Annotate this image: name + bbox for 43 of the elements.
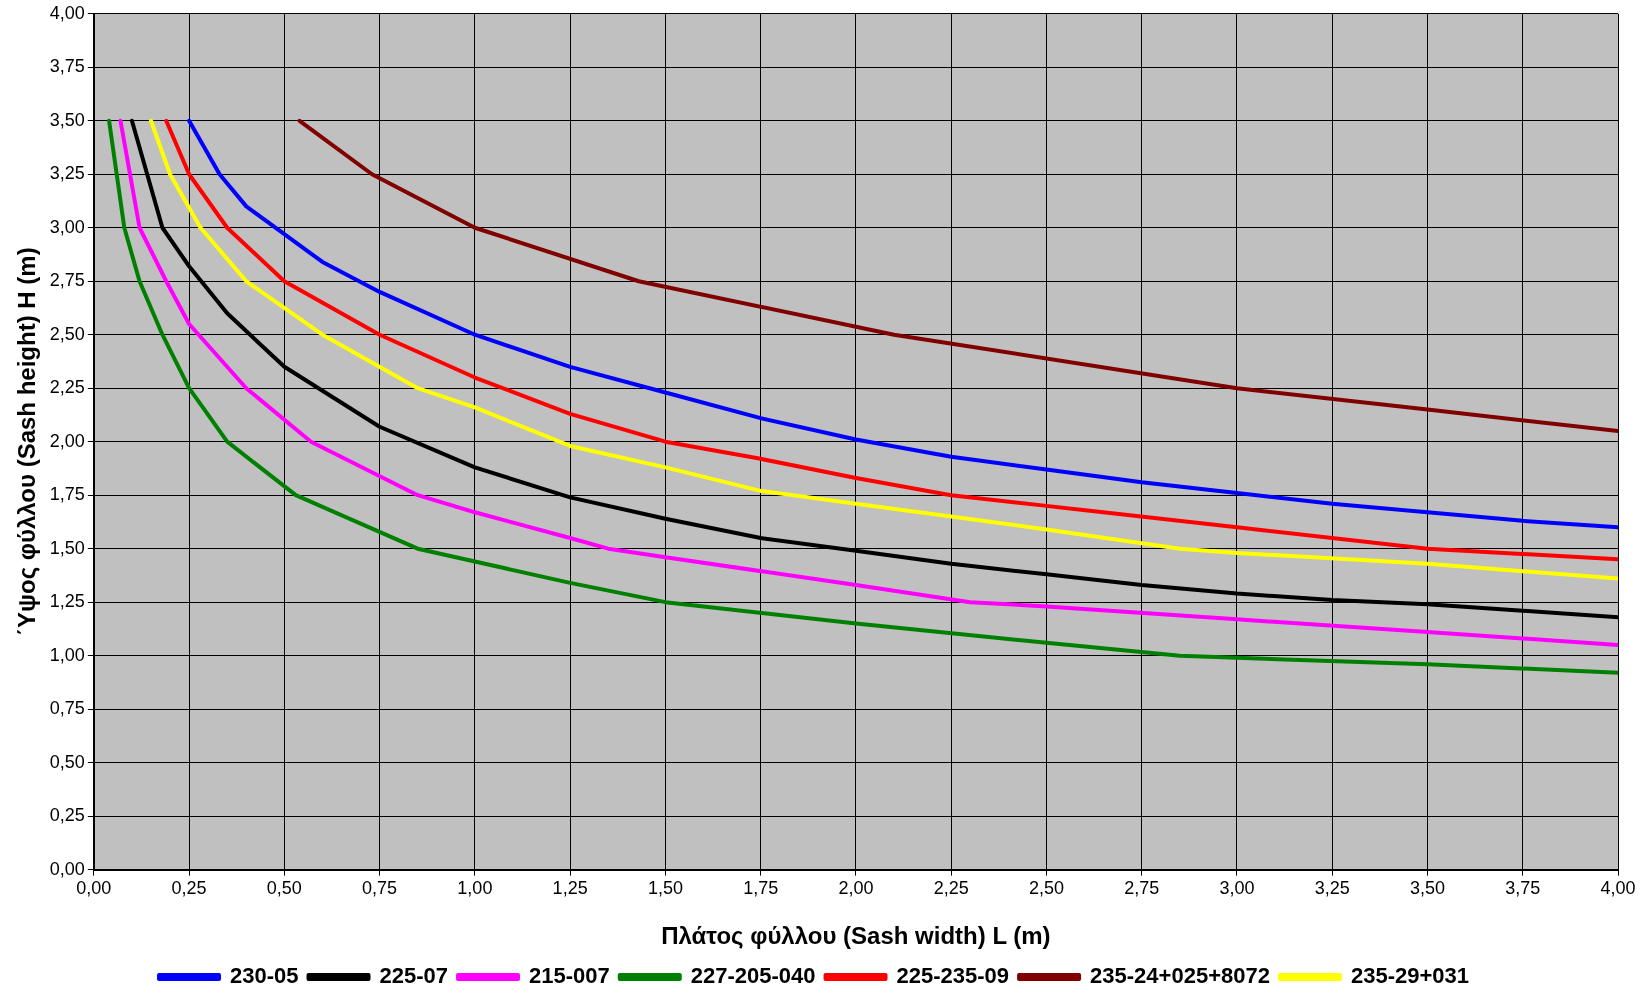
- y-tick-label: 1,25: [49, 591, 85, 612]
- x-tick-label: 3,25: [1314, 878, 1350, 899]
- legend-label: 225-235-09: [896, 963, 1010, 989]
- x-tick-label: 2,00: [838, 878, 874, 899]
- x-tick-label: 2,75: [1124, 878, 1160, 899]
- y-tick-label: 1,75: [49, 484, 85, 505]
- x-tick-label: 3,50: [1409, 878, 1445, 899]
- y-tick-label: 0,00: [49, 858, 85, 879]
- y-tick-label: 0,50: [49, 751, 85, 772]
- y-tick-label: 0,25: [49, 805, 85, 826]
- x-tick-label: 3,00: [1219, 878, 1255, 899]
- legend-label: 225-07: [379, 963, 449, 989]
- x-tick-label: 0,75: [362, 878, 398, 899]
- x-tick-label: 0,25: [171, 878, 207, 899]
- y-tick-label: 2,00: [49, 430, 85, 451]
- legend-label: 235-24+025+8072: [1090, 963, 1270, 989]
- x-tick-label: 1,25: [552, 878, 588, 899]
- x-tick-label: 0,50: [266, 878, 302, 899]
- y-tick-label: 2,25: [49, 377, 85, 398]
- x-tick-label: 4,00: [1600, 878, 1636, 899]
- y-tick-label: 3,75: [49, 56, 85, 77]
- y-tick-label: 1,00: [49, 644, 85, 665]
- y-tick-label: 3,25: [49, 163, 85, 184]
- x-tick-label: 2,50: [1028, 878, 1064, 899]
- y-tick-label: 4,00: [49, 2, 85, 23]
- y-tick-label: 1,50: [49, 537, 85, 558]
- y-tick-label: 2,50: [49, 323, 85, 344]
- y-tick-label: 2,75: [49, 270, 85, 291]
- x-axis-title: Πλάτος φύλλου (Sash width) L (m): [661, 922, 1051, 950]
- x-tick-label: 1,00: [457, 878, 493, 899]
- x-tick-label: 1,75: [743, 878, 779, 899]
- y-axis-title: ΄Υψος φύλλου (Sash height) H (m): [13, 247, 41, 637]
- legend-label: 235-29+031: [1350, 963, 1469, 989]
- x-tick-label: 2,25: [933, 878, 969, 899]
- x-tick-label: 3,75: [1505, 878, 1541, 899]
- y-tick-label: 3,50: [49, 109, 85, 130]
- legend-label: 230-05: [230, 963, 299, 989]
- legend-label: 227-205-040: [690, 963, 816, 989]
- y-tick-label: 3,00: [49, 216, 85, 237]
- legend-label: 215-007: [529, 963, 610, 989]
- x-tick-label: 1,50: [647, 878, 683, 899]
- y-tick-label: 0,75: [49, 698, 85, 719]
- x-tick-label: 0,00: [76, 878, 112, 899]
